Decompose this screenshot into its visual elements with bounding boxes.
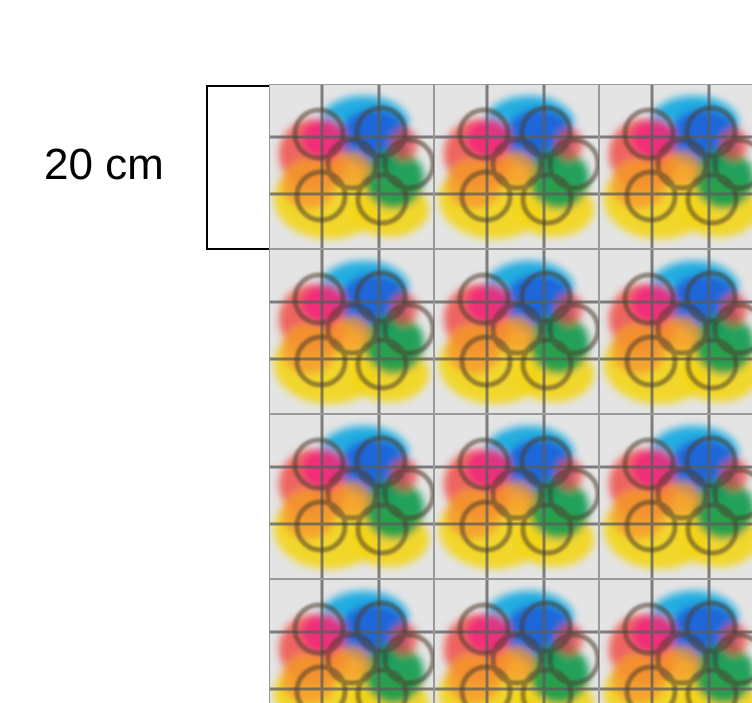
pattern-canvas bbox=[269, 84, 752, 703]
pattern-preview bbox=[269, 84, 752, 703]
scale-label: 20 cm bbox=[44, 140, 164, 189]
scale-bracket bbox=[206, 85, 270, 250]
pattern-tiles bbox=[269, 84, 752, 703]
